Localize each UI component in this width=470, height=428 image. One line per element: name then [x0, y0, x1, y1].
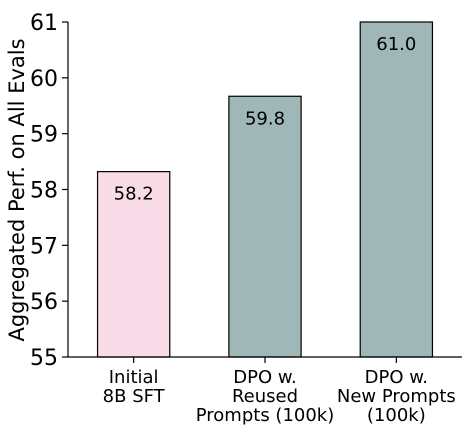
- bar-data-label: 59.8: [245, 108, 285, 129]
- y-tick-label: 61: [30, 11, 58, 36]
- bar: [228, 95, 302, 358]
- x-tick-label: Initial 8B SFT: [103, 367, 166, 407]
- x-axis-ticks: Initial 8B SFT DPO w. Reused Prompts (100k)D…: [103, 357, 456, 426]
- y-tick-label: 59: [30, 123, 58, 148]
- x-tick-label: DPO w. New Prompts (100k): [337, 367, 456, 426]
- x-tick-label: DPO w. Reused Prompts (100k): [196, 367, 335, 426]
- y-tick-label: 60: [30, 67, 58, 92]
- bar: [359, 21, 434, 358]
- y-tick-label: 58: [30, 179, 58, 204]
- y-tick-label: 55: [30, 346, 58, 371]
- y-tick-label: 56: [30, 290, 58, 315]
- bar-data-label: 58.2: [114, 184, 154, 205]
- y-axis-ticks: 55 56 57 58 59 60 61: [30, 11, 68, 371]
- y-tick-label: 57: [30, 234, 58, 259]
- bars: 58.2 59.8 61.0: [96, 21, 434, 358]
- bar-data-label: 61.0: [376, 34, 416, 55]
- y-axis-label: Aggregated Perf. on All Evals: [5, 38, 29, 341]
